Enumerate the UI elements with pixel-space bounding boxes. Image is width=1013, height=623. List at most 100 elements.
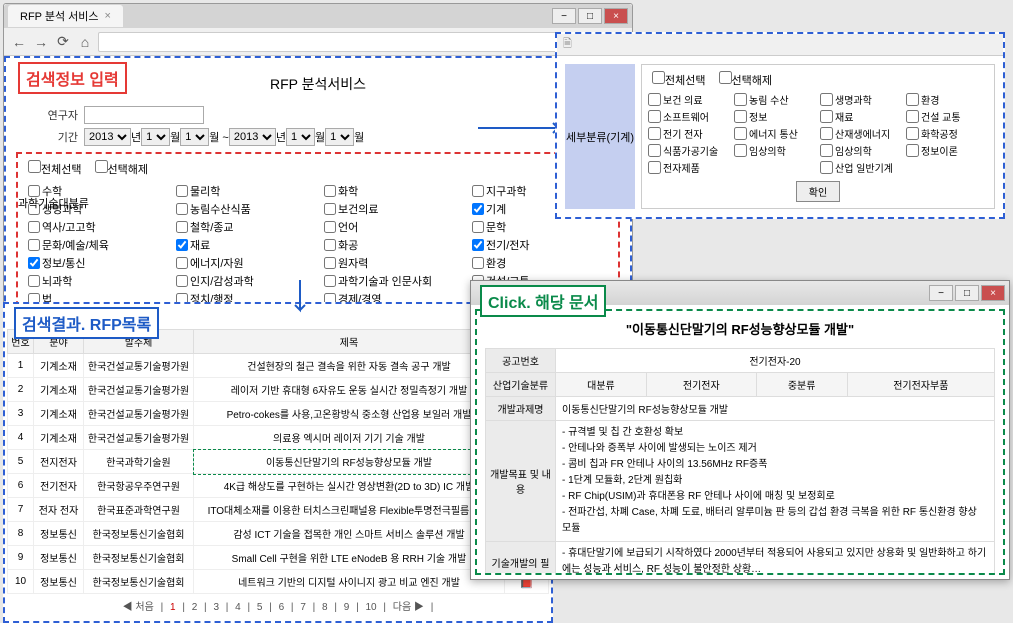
table-cell: 정보통신 bbox=[34, 546, 84, 570]
goal-item: - RF Chip(USIM)과 휴대폰용 RF 안테나 사이에 매칭 및 보정… bbox=[562, 489, 988, 505]
page-link[interactable]: 다음 ▶ bbox=[393, 602, 424, 613]
category-item[interactable]: 문화/예술/체육 bbox=[28, 237, 168, 253]
maximize-button[interactable]: □ bbox=[578, 8, 602, 24]
day1-select[interactable]: 1 bbox=[180, 128, 209, 146]
category-item[interactable]: 철학/종교 bbox=[176, 219, 316, 235]
cat-h2: 전기전자 bbox=[646, 373, 756, 397]
page-link[interactable]: 9 bbox=[344, 602, 350, 613]
subcategory-item[interactable]: 생명과학 bbox=[820, 92, 902, 107]
month1-select[interactable]: 1 bbox=[141, 128, 170, 146]
confirm-button[interactable]: 확인 bbox=[796, 181, 840, 202]
page-link[interactable]: 10 bbox=[365, 602, 376, 613]
detail-close[interactable]: × bbox=[981, 285, 1005, 301]
sub-select-all[interactable]: 전체선택 bbox=[652, 75, 705, 87]
subcategory-item[interactable]: 소프트웨어 bbox=[648, 109, 730, 124]
page-link[interactable]: 7 bbox=[300, 602, 306, 613]
results-table: 번호분야발주체제목RFP파일 1기계소재한국건설교통기술평가원건설현장의 철근 … bbox=[7, 329, 549, 594]
subcategory-item[interactable] bbox=[906, 160, 988, 175]
detail-win-controls: − □ × bbox=[929, 285, 1005, 301]
table-row[interactable]: 10정보통신한국정보통신기술협회네트워크 기반의 디지털 사이니지 광고 비교 … bbox=[8, 570, 549, 594]
subcategory-item[interactable] bbox=[734, 160, 816, 175]
subcategory-item[interactable]: 식품가공기술 bbox=[648, 143, 730, 158]
table-row[interactable]: 3기계소재한국건설교통기술평가원Petro-cokes를 사용,고온황방식 중소… bbox=[8, 402, 549, 426]
category-item[interactable]: 원자력 bbox=[324, 255, 464, 271]
table-cell: 전기전자 bbox=[34, 474, 84, 498]
table-row[interactable]: 5전지전자한국과학기술원이동통신단말기의 RF성능향상모듈 개발📕 bbox=[8, 450, 549, 474]
back-icon[interactable]: ← bbox=[10, 33, 28, 51]
subcategory-item[interactable]: 재료 bbox=[820, 109, 902, 124]
section-label-search: 검색정보 입력 bbox=[18, 62, 127, 94]
subcategory-item[interactable]: 산업 일반기계 bbox=[820, 160, 902, 175]
sub-deselect-all[interactable]: 선택해제 bbox=[719, 75, 772, 87]
category-item[interactable]: 농림수산식품 bbox=[176, 201, 316, 217]
table-cell: 7 bbox=[8, 498, 34, 522]
page-link[interactable]: 5 bbox=[257, 602, 263, 613]
table-row[interactable]: 9정보통신한국정보통신기술협회Small Cell 구현을 위한 LTE eNo… bbox=[8, 546, 549, 570]
deselect-all-checkbox[interactable]: 선택해제 bbox=[95, 164, 148, 176]
cat-h3: 중분류 bbox=[756, 373, 847, 397]
researcher-row: 연구자 bbox=[16, 106, 620, 124]
minimize-button[interactable]: − bbox=[552, 8, 576, 24]
subcategory-item[interactable]: 산재생에너지 bbox=[820, 126, 902, 141]
page-link[interactable]: 6 bbox=[279, 602, 285, 613]
category-item[interactable]: 화학 bbox=[324, 183, 464, 199]
category-item[interactable]: 재료 bbox=[176, 237, 316, 253]
table-row[interactable]: 1기계소재한국건설교통기술평가원건설현장의 철근 결속을 위한 자동 결속 공구… bbox=[8, 354, 549, 378]
tab-close-icon[interactable]: × bbox=[105, 10, 111, 22]
subcategory-item[interactable]: 전기 전자 bbox=[648, 126, 730, 141]
category-item[interactable]: 전기/전자 bbox=[472, 237, 612, 253]
detail-minimize[interactable]: − bbox=[929, 285, 953, 301]
browser-tab[interactable]: RFP 분석 서비스 × bbox=[8, 5, 123, 27]
table-row[interactable]: 6전기전자한국항공우주연구원4K급 해상도를 구현하는 실시간 영상변환(2D … bbox=[8, 474, 549, 498]
category-item[interactable]: 언어 bbox=[324, 219, 464, 235]
category-item[interactable]: 에너지/자원 bbox=[176, 255, 316, 271]
category-item[interactable]: 물리학 bbox=[176, 183, 316, 199]
category-item[interactable]: 뇌과학 bbox=[28, 273, 168, 289]
table-row[interactable]: 8정보통신한국정보통신기술협회감성 ICT 기술을 접목한 개인 스마트 서비스… bbox=[8, 522, 549, 546]
category-item[interactable]: 역사/고고학 bbox=[28, 219, 168, 235]
category-item[interactable]: 화공 bbox=[324, 237, 464, 253]
page-link[interactable]: ◀ 처음 bbox=[123, 602, 154, 613]
subcategory-item[interactable]: 정보이론 bbox=[906, 143, 988, 158]
subcategory-item[interactable]: 환경 bbox=[906, 92, 988, 107]
month2-select[interactable]: 1 bbox=[286, 128, 315, 146]
day2-select[interactable]: 1 bbox=[325, 128, 354, 146]
subcategory-item[interactable]: 정보 bbox=[734, 109, 816, 124]
home-icon[interactable]: ⌂ bbox=[76, 33, 94, 51]
page-link[interactable]: 8 bbox=[322, 602, 328, 613]
url-bar[interactable] bbox=[98, 32, 626, 52]
title-cell: 감성 ICT 기술을 접목한 개인 스마트 서비스 솔루션 개발 bbox=[194, 522, 505, 546]
detail-window: − □ × "이동통신단말기의 RF성능향상모듈 개발" 공고번호 전기전자-2… bbox=[470, 280, 1010, 580]
subcategory-item[interactable]: 보건 의료 bbox=[648, 92, 730, 107]
close-button[interactable]: × bbox=[604, 8, 628, 24]
subcategory-item[interactable]: 임상의학 bbox=[734, 143, 816, 158]
select-all-checkbox[interactable]: 전체선택 bbox=[28, 164, 81, 176]
reload-icon[interactable]: ⟳ bbox=[54, 33, 72, 51]
category-item[interactable]: 보건의료 bbox=[324, 201, 464, 217]
table-row[interactable]: 7전자 전자한국표준과학연구원ITO대체소재를 이용한 터치스크린패널용 Fle… bbox=[8, 498, 549, 522]
subcategory-item[interactable]: 건설 교통 bbox=[906, 109, 988, 124]
category-item[interactable]: 인지/감성과학 bbox=[176, 273, 316, 289]
forward-icon[interactable]: → bbox=[32, 33, 50, 51]
year2-select[interactable]: 2013 bbox=[229, 128, 276, 146]
table-cell: 한국표준과학연구원 bbox=[84, 498, 194, 522]
category-item[interactable]: 과학기술과 인문사회 bbox=[324, 273, 464, 289]
subcategory-item[interactable]: 전자제품 bbox=[648, 160, 730, 175]
page-link[interactable]: 4 bbox=[235, 602, 241, 613]
table-column-header: 제목 bbox=[194, 330, 505, 354]
table-row[interactable]: 2기계소재한국건설교통기술평가원레이저 기반 휴대형 6자유도 운동 실시간 정… bbox=[8, 378, 549, 402]
table-row[interactable]: 4기계소재한국건설교통기술평가원의료용 엑시머 레이저 기기 기술 개발📕 bbox=[8, 426, 549, 450]
subcategory-item[interactable]: 농림 수산 bbox=[734, 92, 816, 107]
page-link[interactable]: 3 bbox=[213, 602, 219, 613]
page-link[interactable]: 2 bbox=[192, 602, 198, 613]
category-item[interactable]: 환경 bbox=[472, 255, 612, 271]
subcategory-item[interactable]: 임상의학 bbox=[820, 143, 902, 158]
detail-maximize[interactable]: □ bbox=[955, 285, 979, 301]
researcher-input[interactable] bbox=[84, 106, 204, 124]
year1-select[interactable]: 2013 bbox=[84, 128, 131, 146]
subcategory-item[interactable]: 화학공정 bbox=[906, 126, 988, 141]
category-item[interactable]: 문학 bbox=[472, 219, 612, 235]
subcategory-item[interactable]: 에너지 통산 bbox=[734, 126, 816, 141]
category-item[interactable]: 정보/통신 bbox=[28, 255, 168, 271]
page-link[interactable]: 1 bbox=[170, 602, 176, 613]
